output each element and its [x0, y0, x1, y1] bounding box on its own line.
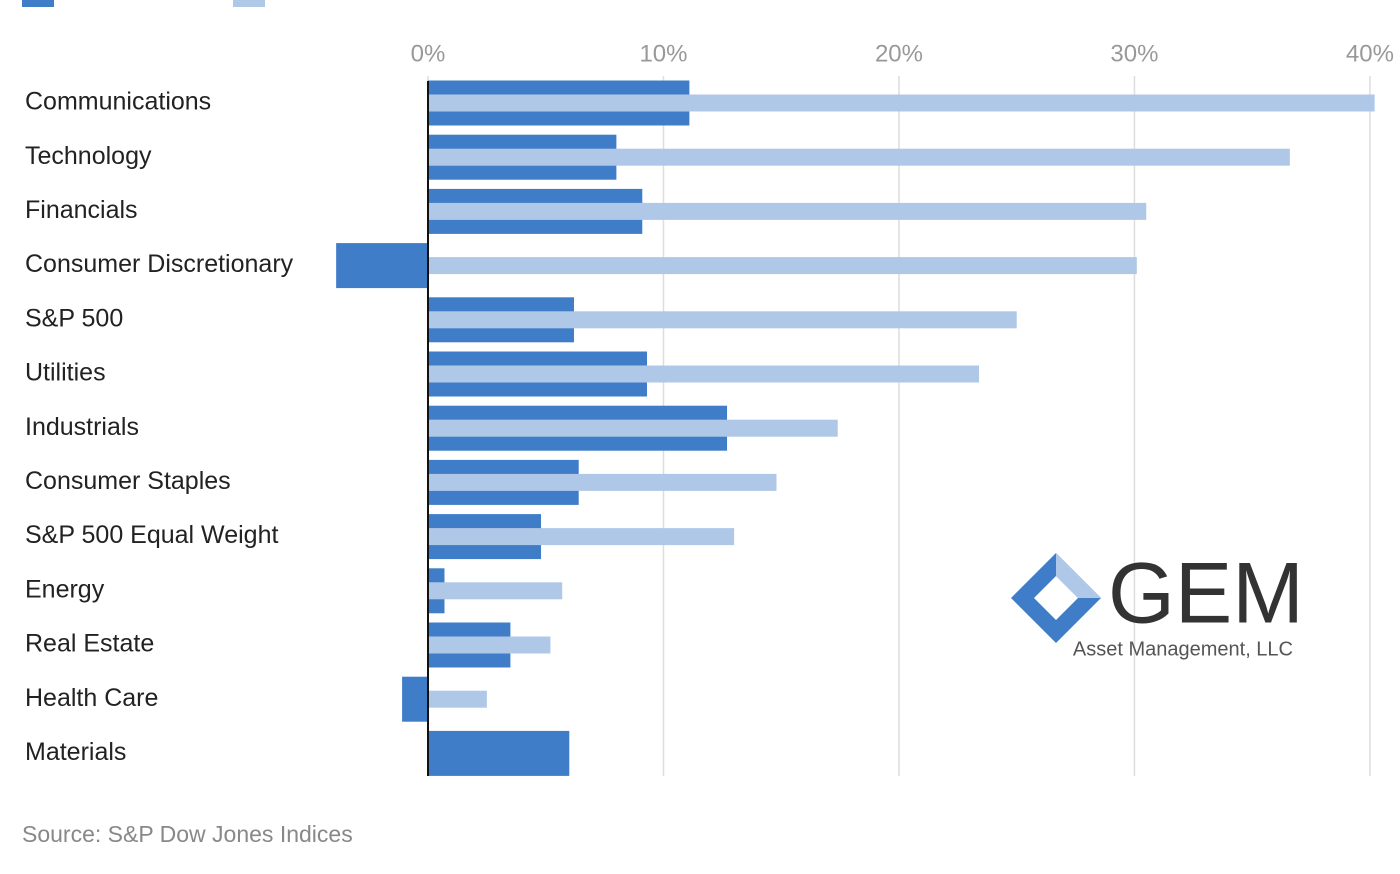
logo-mark [1056, 553, 1101, 598]
y-tick-label: Industrials [25, 413, 139, 441]
bar [427, 202, 1147, 220]
y-tick-label: Consumer Discretionary [25, 250, 294, 278]
y-tick-label: Materials [25, 738, 126, 766]
legend-label: Year to Date [62, 0, 211, 3]
bar [336, 243, 428, 289]
bar [427, 419, 838, 437]
logo-name: GEM [1108, 546, 1304, 642]
bar [427, 582, 563, 600]
x-tick-label: 0% [411, 40, 446, 67]
legend-swatch [22, 0, 54, 7]
bar [427, 94, 1375, 112]
x-tick-label: 40% [1346, 40, 1394, 67]
logo-tagline: Asset Management, LLC [1073, 638, 1293, 660]
bar [427, 257, 1137, 275]
y-tick-label: S&P 500 [25, 304, 123, 332]
bar [427, 148, 1290, 166]
y-tick-label: Utilities [25, 359, 106, 387]
y-tick-label: Health Care [25, 684, 158, 712]
bar [427, 636, 551, 654]
y-tick-label: Consumer Staples [25, 467, 231, 495]
bar [427, 365, 980, 383]
x-tick-label: 20% [875, 40, 923, 67]
y-tick-label: Real Estate [25, 630, 154, 658]
legend-swatch [233, 0, 265, 7]
x-tick-label: 10% [639, 40, 687, 67]
bar [427, 311, 1017, 329]
logo: GEM Asset Management, LLC [1011, 546, 1304, 660]
source: Source: S&P Dow Jones Indices [22, 821, 353, 847]
bar [427, 528, 735, 546]
y-tick-label: S&P 500 Equal Weight [25, 521, 278, 549]
bar [427, 730, 570, 776]
bar [427, 473, 777, 491]
legend-label: 2024 [273, 0, 333, 3]
y-tick-label: Financials [25, 196, 138, 224]
y-tick-label: Technology [25, 142, 152, 170]
bar [427, 690, 487, 708]
plot: 0% 10% 20% 30% 40% Communications Technology Fi… [22, 0, 1394, 776]
x-tick-label: 30% [1110, 40, 1158, 67]
logo-mark [1034, 576, 1078, 620]
y-tick-label: Energy [25, 575, 105, 603]
y-tick-label: Communications [25, 88, 211, 116]
bar [402, 676, 428, 722]
